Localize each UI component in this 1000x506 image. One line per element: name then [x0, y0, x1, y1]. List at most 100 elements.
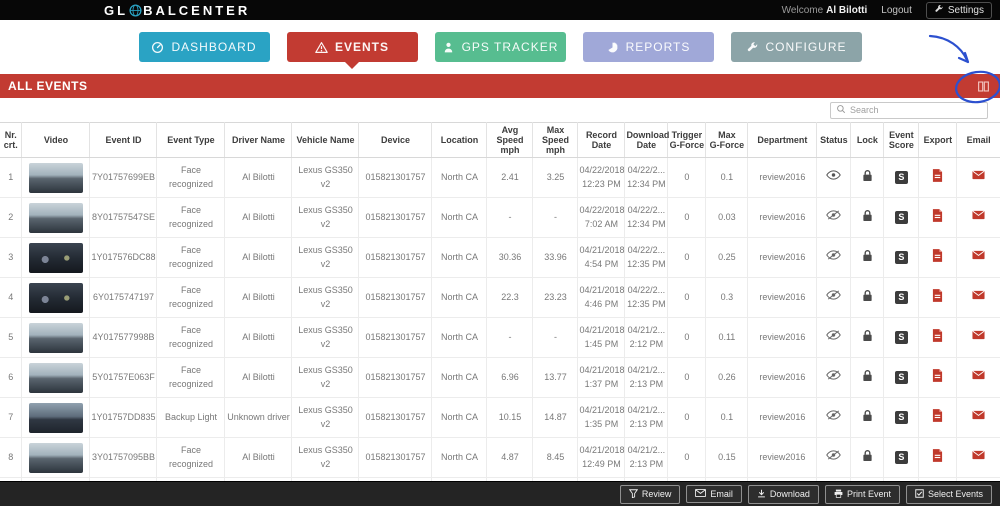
lock-icon[interactable]	[862, 169, 873, 182]
video-thumbnail[interactable]	[28, 442, 83, 473]
review-button[interactable]: Review	[619, 484, 681, 504]
cell-video	[21, 437, 91, 478]
event-score-badge[interactable]: S	[894, 371, 908, 384]
video-thumbnail[interactable]	[28, 362, 83, 393]
column-header-event_type[interactable]: Event Type	[156, 122, 226, 158]
pdf-export-icon[interactable]	[932, 368, 943, 382]
column-header-location[interactable]: Location	[431, 122, 488, 158]
column-header-status[interactable]: Status	[816, 122, 852, 158]
cell-video	[21, 237, 91, 278]
event-score-badge[interactable]: S	[894, 251, 908, 264]
cell-status	[816, 437, 852, 478]
select-events-button[interactable]: Select Events	[905, 484, 992, 504]
event-score-badge[interactable]: S	[894, 211, 908, 224]
column-header-nr[interactable]: Nr. crt.	[0, 122, 23, 158]
event-score-badge[interactable]: S	[894, 451, 908, 464]
lock-icon[interactable]	[862, 329, 873, 342]
video-thumbnail[interactable]	[28, 322, 83, 353]
settings-button[interactable]: Settings	[925, 1, 992, 19]
eye-off-icon[interactable]	[826, 290, 842, 300]
column-header-driver[interactable]: Driver Name	[224, 122, 293, 158]
column-header-lock[interactable]: Lock	[850, 122, 885, 158]
lock-icon[interactable]	[862, 369, 873, 382]
event-score-badge[interactable]: S	[894, 291, 908, 304]
table-row: 3 1Y017576DC88 Face recognized Al Bilotti Le…	[0, 237, 1000, 278]
pdf-export-icon[interactable]	[932, 288, 943, 302]
cell-download_date: 04/22/2... 12:34 PM	[624, 197, 669, 238]
video-thumbnail[interactable]	[28, 242, 83, 273]
column-header-event_id[interactable]: Event ID	[89, 122, 158, 158]
video-thumbnail[interactable]	[28, 402, 83, 433]
download-button[interactable]: Download	[747, 484, 819, 504]
column-header-max_g[interactable]: Max G-Force	[705, 122, 749, 158]
logout-link[interactable]: Logout	[881, 4, 912, 16]
cell-nr: 7	[0, 397, 23, 438]
column-header-device[interactable]: Device	[358, 122, 433, 158]
column-header-video[interactable]: Video	[21, 122, 91, 158]
column-header-max_speed[interactable]: Max Speed mph	[532, 122, 579, 158]
column-header-avg_speed[interactable]: Avg Speed mph	[486, 122, 534, 158]
lock-icon[interactable]	[862, 249, 873, 262]
eye-off-icon[interactable]	[826, 370, 842, 380]
email-icon[interactable]	[972, 410, 985, 420]
column-header-email[interactable]: Email	[956, 122, 1000, 158]
pdf-export-icon[interactable]	[932, 328, 943, 342]
cell-driver: Al Bilotti	[224, 157, 293, 198]
column-header-department[interactable]: Department	[747, 122, 818, 158]
eye-off-icon[interactable]	[826, 210, 842, 220]
event-score-badge[interactable]: S	[894, 411, 908, 424]
cell-lock	[850, 237, 885, 278]
cell-export	[918, 357, 958, 398]
columns-icon[interactable]	[977, 80, 990, 93]
eye-off-icon[interactable]	[826, 410, 842, 420]
tab-dashboard[interactable]: DASHBOARD	[138, 32, 270, 62]
pdf-export-icon[interactable]	[932, 208, 943, 222]
email-button[interactable]: Email	[686, 485, 742, 503]
tab-events[interactable]: EVENTS	[286, 32, 418, 62]
email-icon[interactable]	[972, 170, 985, 180]
column-header-record_date[interactable]: Record Date	[577, 122, 626, 158]
email-icon[interactable]	[972, 450, 985, 460]
print-event-button[interactable]: Print Event	[824, 484, 900, 504]
lock-icon[interactable]	[862, 209, 873, 222]
tab-reports[interactable]: REPORTS	[582, 32, 714, 62]
pdf-export-icon[interactable]	[932, 448, 943, 462]
cell-max_speed: 3.25	[532, 157, 579, 198]
pdf-export-icon[interactable]	[932, 168, 943, 182]
event-score-badge[interactable]: S	[894, 171, 908, 184]
pdf-export-icon[interactable]	[932, 248, 943, 262]
column-header-vehicle[interactable]: Vehicle Name	[291, 122, 360, 158]
tab-gps-tracker[interactable]: GPS TRACKER	[434, 32, 566, 62]
lock-icon[interactable]	[862, 289, 873, 302]
video-thumbnail[interactable]	[28, 162, 83, 193]
cell-event_type: Face recognized	[156, 357, 226, 398]
column-header-trigger_g[interactable]: Trigger G-Force	[667, 122, 707, 158]
cell-score: S	[883, 317, 920, 358]
cell-department: review2016	[747, 357, 818, 398]
cell-trigger_g: 0	[667, 237, 707, 278]
search-input[interactable]	[850, 105, 982, 115]
pdf-export-icon[interactable]	[932, 408, 943, 422]
lock-icon[interactable]	[862, 449, 873, 462]
eye-off-icon[interactable]	[826, 330, 842, 340]
column-header-score[interactable]: Event Score	[883, 122, 920, 158]
email-icon[interactable]	[972, 210, 985, 220]
eye-off-icon[interactable]	[826, 250, 842, 260]
email-icon[interactable]	[972, 370, 985, 380]
event-score-badge[interactable]: S	[894, 331, 908, 344]
email-icon[interactable]	[972, 290, 985, 300]
column-header-download_date[interactable]: Download Date	[624, 122, 669, 158]
eye-off-icon[interactable]	[826, 450, 842, 460]
email-icon[interactable]	[972, 330, 985, 340]
cell-trigger_g: 0	[667, 397, 707, 438]
video-thumbnail[interactable]	[28, 282, 83, 313]
tab-configure[interactable]: CONFIGURE	[730, 32, 862, 62]
eye-icon[interactable]	[826, 170, 842, 180]
column-header-export[interactable]: Export	[918, 122, 958, 158]
video-thumbnail[interactable]	[28, 202, 83, 233]
lock-icon[interactable]	[862, 409, 873, 422]
cell-export	[918, 237, 958, 278]
email-icon[interactable]	[972, 250, 985, 260]
events-table-wrap: Nr. crt. Video Event ID Event Type Driver Na…	[0, 122, 1000, 506]
cell-max_g: 0.25	[705, 237, 749, 278]
